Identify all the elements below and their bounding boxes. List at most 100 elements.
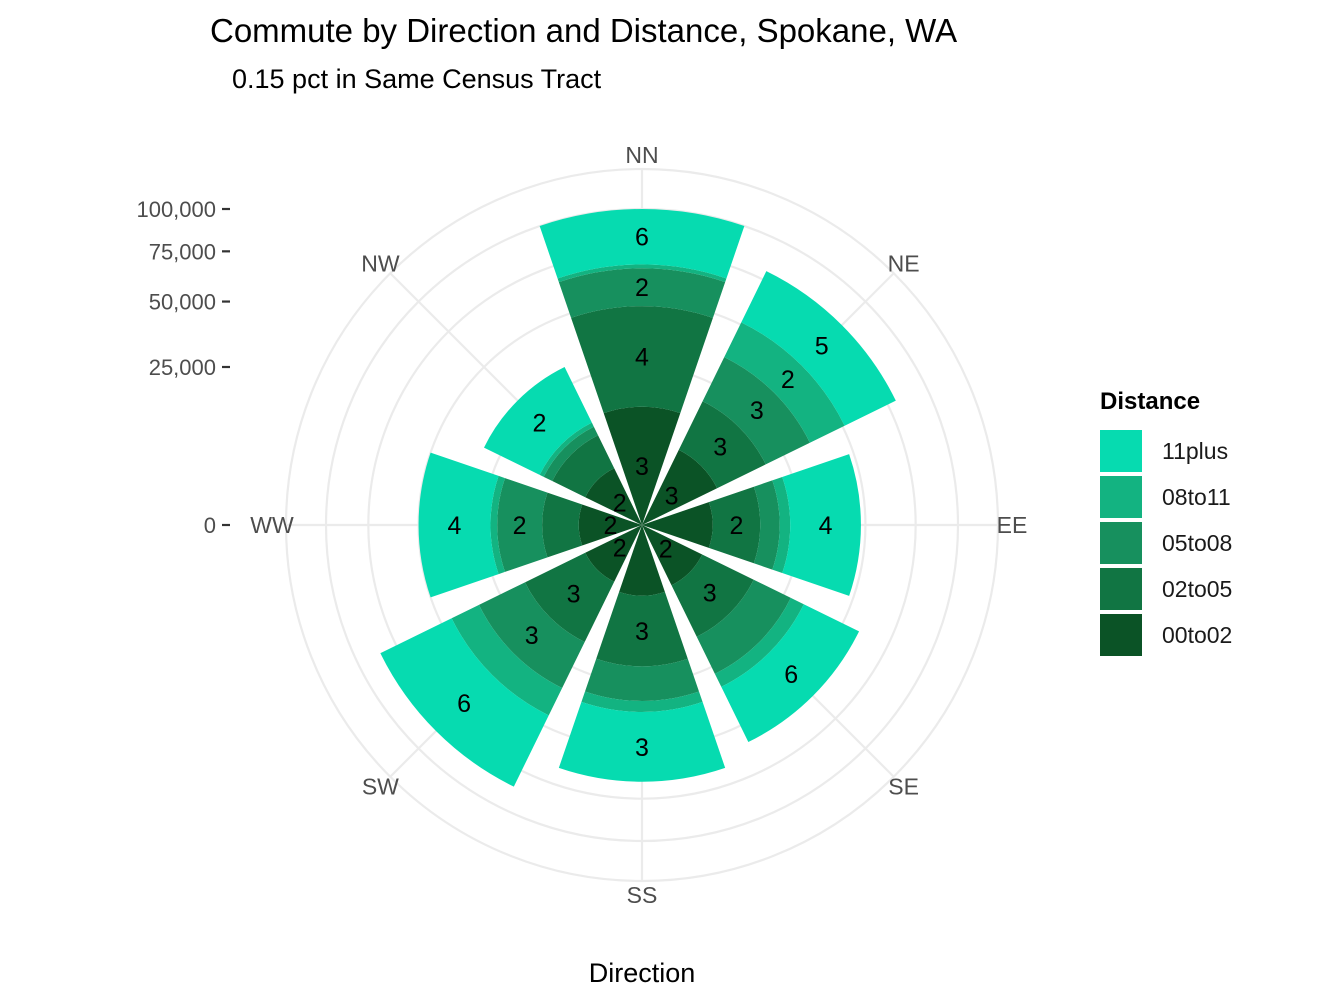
legend-item-00to02: 00to02 bbox=[1100, 612, 1232, 658]
bars bbox=[380, 208, 896, 787]
bar-ss-05to08 bbox=[585, 658, 699, 701]
legend-swatch-11plus bbox=[1100, 430, 1142, 472]
legend-swatch-02to05 bbox=[1100, 568, 1142, 610]
bar-nw-05to08 bbox=[543, 426, 599, 482]
bar-ww-02to05 bbox=[542, 492, 583, 558]
y-tick-label-2: 50,000 bbox=[149, 290, 216, 315]
legend: Distance 11plus 08to11 05to08 02to05 00to02 bbox=[1100, 388, 1232, 658]
chart-subtitle: 0.15 pct in Same Census Tract bbox=[232, 64, 602, 94]
direction-label-nw: NW bbox=[361, 250, 400, 276]
legend-swatch-08to11 bbox=[1100, 476, 1142, 518]
bar-se-08to11 bbox=[714, 597, 804, 687]
bar-nw-02to05 bbox=[552, 435, 615, 498]
bar-se-02to05 bbox=[671, 554, 754, 637]
bar-nn-05to08 bbox=[558, 268, 726, 318]
legend-label-02to05: 02to05 bbox=[1162, 575, 1233, 602]
legend-label-08to11: 08to11 bbox=[1162, 483, 1231, 510]
bar-label-nn-02to05: 4 bbox=[635, 343, 649, 371]
bar-se-00to02 bbox=[642, 525, 703, 586]
direction-label-ne: NE bbox=[888, 250, 920, 276]
legend-label-11plus: 11plus bbox=[1162, 437, 1229, 464]
y-tick-label-1: 25,000 bbox=[149, 355, 216, 380]
bar-ss-00to02 bbox=[619, 525, 665, 596]
x-axis-label: Direction bbox=[588, 958, 696, 988]
legend-item-11plus: 11plus bbox=[1100, 428, 1232, 474]
bar-label-nn-05to08: 2 bbox=[635, 274, 649, 302]
direction-labels: NN NE EE SE SS SW WW NW bbox=[250, 142, 1027, 908]
y-tick-label-4: 100,000 bbox=[136, 197, 216, 222]
bar-label-nn-11plus: 6 bbox=[635, 224, 649, 252]
bar-label-nw-00to02: 2 bbox=[613, 490, 627, 518]
bar-ee-11plus bbox=[782, 454, 861, 596]
bar-nn-11plus bbox=[539, 208, 745, 279]
legend-label-05to08: 05to08 bbox=[1162, 529, 1233, 556]
bar-label-sw-11plus: 6 bbox=[457, 690, 471, 718]
bar-label-ee-11plus: 4 bbox=[819, 512, 833, 540]
bar-label-ee-02to05: 2 bbox=[729, 512, 743, 540]
bar-ee-00to02 bbox=[642, 502, 713, 548]
bar-sw-00to02 bbox=[585, 525, 642, 582]
bar-ss-02to05 bbox=[596, 591, 688, 667]
bar-ww-08to11 bbox=[490, 475, 505, 575]
bar-ne-08to11 bbox=[724, 322, 845, 443]
bar-label-ne-00to02: 3 bbox=[665, 482, 679, 510]
bar-ee-02to05 bbox=[708, 486, 761, 564]
direction-label-sw: SW bbox=[362, 774, 399, 800]
y-tick-label-0: 0 bbox=[204, 513, 216, 538]
legend-swatch-00to02 bbox=[1100, 614, 1142, 656]
bar-ww-11plus bbox=[418, 452, 499, 598]
bar-label-nn-00to02: 3 bbox=[635, 453, 649, 481]
bar-ne-02to05 bbox=[678, 401, 766, 489]
chart-title: Commute by Direction and Distance, Spoka… bbox=[210, 12, 958, 49]
legend-swatch-05to08 bbox=[1100, 522, 1142, 564]
bar-ne-11plus bbox=[741, 271, 896, 426]
bar-nn-00to02 bbox=[603, 406, 681, 525]
bar-ne-00to02 bbox=[642, 449, 718, 525]
bar-label-ne-11plus: 5 bbox=[815, 332, 829, 360]
bar-ww-00to02 bbox=[578, 504, 642, 546]
bar-ww-05to08 bbox=[497, 478, 548, 572]
bar-nw-08to11 bbox=[539, 422, 594, 477]
bar-nw-00to02 bbox=[585, 468, 642, 525]
bar-label-se-00to02: 2 bbox=[659, 536, 673, 564]
direction-label-ee: EE bbox=[997, 512, 1028, 538]
bar-nn-08to11 bbox=[557, 264, 727, 283]
bar-label-ww-00to02: 2 bbox=[603, 512, 617, 540]
bar-ee-05to08 bbox=[753, 480, 780, 570]
bar-label-ss-11plus: 3 bbox=[635, 734, 649, 762]
direction-label-ss: SS bbox=[627, 882, 658, 908]
legend-item-02to05: 02to05 bbox=[1100, 566, 1232, 612]
bar-ss-11plus bbox=[558, 701, 726, 782]
bar-sw-02to05 bbox=[524, 552, 615, 643]
bar-sw-11plus bbox=[380, 618, 549, 787]
bar-label-se-11plus: 6 bbox=[784, 661, 798, 689]
bar-label-sw-00to02: 2 bbox=[613, 534, 627, 562]
bar-label-ss-02to05: 3 bbox=[635, 618, 649, 646]
bar-nn-02to05 bbox=[571, 306, 713, 414]
bar-label-se-02to05: 3 bbox=[703, 580, 717, 608]
bar-label-ne-02to05: 3 bbox=[713, 434, 727, 462]
legend-item-08to11: 08to11 bbox=[1100, 474, 1232, 520]
bar-ee-08to11 bbox=[772, 476, 791, 574]
legend-label-00to02: 00to02 bbox=[1162, 621, 1233, 648]
y-tick-label-3: 75,000 bbox=[149, 239, 216, 264]
bar-ne-05to08 bbox=[702, 357, 810, 465]
bar-sw-08to11 bbox=[451, 604, 563, 716]
bar-label-ww-05to08: 2 bbox=[513, 512, 527, 540]
direction-label-se: SE bbox=[888, 774, 919, 800]
bar-label-sw-05to08: 3 bbox=[525, 622, 539, 650]
legend-item-05to08: 05to08 bbox=[1100, 520, 1232, 566]
bar-ss-08to11 bbox=[581, 691, 703, 712]
radial-axis: 0 25,000 50,000 75,000 100,000 bbox=[136, 197, 230, 538]
direction-label-ww: WW bbox=[250, 512, 294, 538]
bar-nw-11plus bbox=[483, 366, 592, 475]
bar-label-sw-02to05: 3 bbox=[567, 580, 581, 608]
bar-label-ne-08to11: 2 bbox=[781, 366, 795, 394]
bar-label-ww-11plus: 4 bbox=[448, 512, 462, 540]
bar-label-nw-11plus: 2 bbox=[533, 410, 547, 438]
legend-title: Distance bbox=[1100, 388, 1201, 415]
bar-label-ne-05to08: 3 bbox=[750, 397, 764, 425]
direction-label-nn: NN bbox=[625, 142, 658, 168]
